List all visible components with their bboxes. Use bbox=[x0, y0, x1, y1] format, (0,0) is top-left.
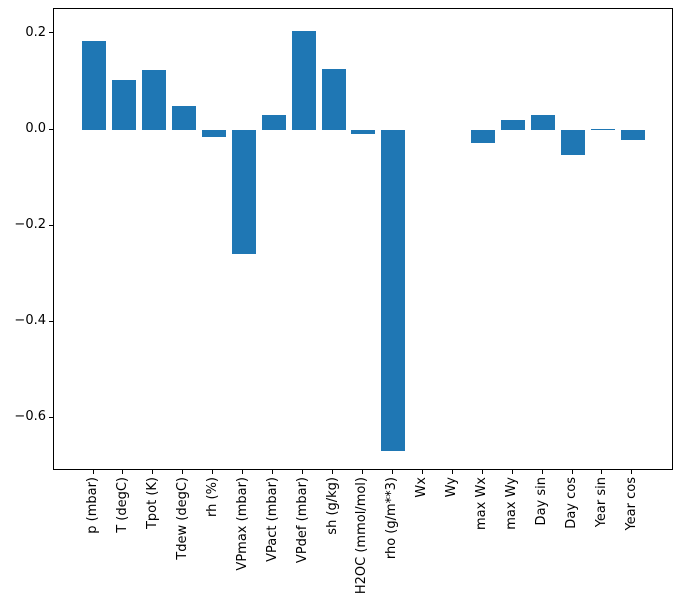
y-tick-mark bbox=[49, 416, 53, 418]
y-tick-mark bbox=[49, 128, 53, 130]
bar-rho-g-m-3- bbox=[381, 130, 406, 451]
x-tick-mark bbox=[302, 470, 304, 474]
y-tick-mark bbox=[49, 32, 53, 34]
x-tick-label-vpdef-mbar-: VPdef (mbar) bbox=[294, 477, 310, 564]
y-tick-label: −0.4 bbox=[14, 313, 46, 329]
bar-vpmax-mbar- bbox=[231, 130, 256, 254]
x-tick-mark bbox=[152, 470, 154, 474]
x-tick-label-max-wx: max Wx bbox=[474, 477, 490, 531]
y-tick-label: −0.2 bbox=[14, 217, 46, 233]
x-tick-label-year-sin: Year sin bbox=[593, 477, 609, 528]
bar-max-wy bbox=[501, 120, 526, 130]
x-tick-mark bbox=[571, 470, 573, 474]
x-tick-label-max-wy: max Wy bbox=[504, 477, 520, 530]
bar-p-mbar- bbox=[82, 40, 106, 130]
y-tick-mark bbox=[49, 224, 53, 226]
x-tick-label-vpact-mbar-: VPact (mbar) bbox=[264, 477, 280, 562]
x-tick-label-tpot-k-: Tpot (K) bbox=[144, 477, 160, 530]
x-tick-mark bbox=[541, 470, 543, 474]
x-tick-mark bbox=[481, 470, 483, 474]
x-tick-label-vpmax-mbar-: VPmax (mbar) bbox=[234, 477, 250, 571]
x-tick-label-sh-g-kg-: sh (g/kg) bbox=[324, 477, 340, 535]
x-tick-label-wx: Wx bbox=[414, 477, 430, 498]
x-tick-label-day-sin: Day sin bbox=[534, 477, 550, 526]
bar-year-cos bbox=[620, 130, 645, 141]
bar-day-sin bbox=[531, 114, 556, 130]
x-tick-label-t-degc-: T (degC) bbox=[114, 477, 130, 533]
x-tick-mark bbox=[361, 470, 363, 474]
x-tick-label-day-cos: Day cos bbox=[564, 477, 580, 529]
bar-tdew-degc- bbox=[171, 105, 196, 130]
x-tick-label-wy: Wy bbox=[444, 477, 460, 498]
x-tick-label-p-mbar-: p (mbar) bbox=[85, 477, 100, 534]
y-tick-mark bbox=[49, 320, 53, 322]
x-tick-mark bbox=[92, 470, 94, 474]
bar-day-cos bbox=[561, 130, 586, 155]
bar-rh- bbox=[201, 130, 226, 137]
bar-max-wx bbox=[471, 130, 496, 144]
plot-area bbox=[53, 8, 673, 470]
x-tick-label-year-cos: Year cos bbox=[623, 477, 639, 531]
x-tick-mark bbox=[391, 470, 393, 474]
x-tick-label-rh-: rh (%) bbox=[204, 477, 220, 517]
x-tick-mark bbox=[332, 470, 334, 474]
x-tick-mark bbox=[182, 470, 184, 474]
x-tick-mark bbox=[421, 470, 423, 474]
y-tick-label: 0.0 bbox=[25, 121, 46, 137]
bar-tpot-k- bbox=[141, 70, 166, 131]
y-tick-label: −0.6 bbox=[14, 409, 46, 425]
x-tick-mark bbox=[242, 470, 244, 474]
x-tick-label-h2oc-mmol-mol-: H2OC (mmol/mol) bbox=[354, 477, 370, 595]
x-tick-mark bbox=[601, 470, 603, 474]
x-tick-label-tdew-degc-: Tdew (degC) bbox=[174, 477, 190, 560]
bar-t-degc- bbox=[111, 79, 136, 131]
x-tick-mark bbox=[631, 470, 633, 474]
bar-vpdef-mbar- bbox=[291, 31, 316, 130]
x-tick-mark bbox=[212, 470, 214, 474]
x-tick-label-rho-g-m-3-: rho (g/m**3) bbox=[384, 477, 400, 560]
y-tick-label: 0.2 bbox=[25, 24, 46, 40]
x-tick-mark bbox=[122, 470, 124, 474]
bar-sh-g-kg- bbox=[321, 69, 346, 130]
bar-h2oc-mmol-mol- bbox=[351, 130, 376, 135]
x-tick-mark bbox=[272, 470, 274, 474]
x-tick-mark bbox=[451, 470, 453, 474]
x-tick-mark bbox=[511, 470, 513, 474]
bar-year-sin bbox=[590, 129, 615, 131]
bar-vpact-mbar- bbox=[261, 114, 286, 130]
